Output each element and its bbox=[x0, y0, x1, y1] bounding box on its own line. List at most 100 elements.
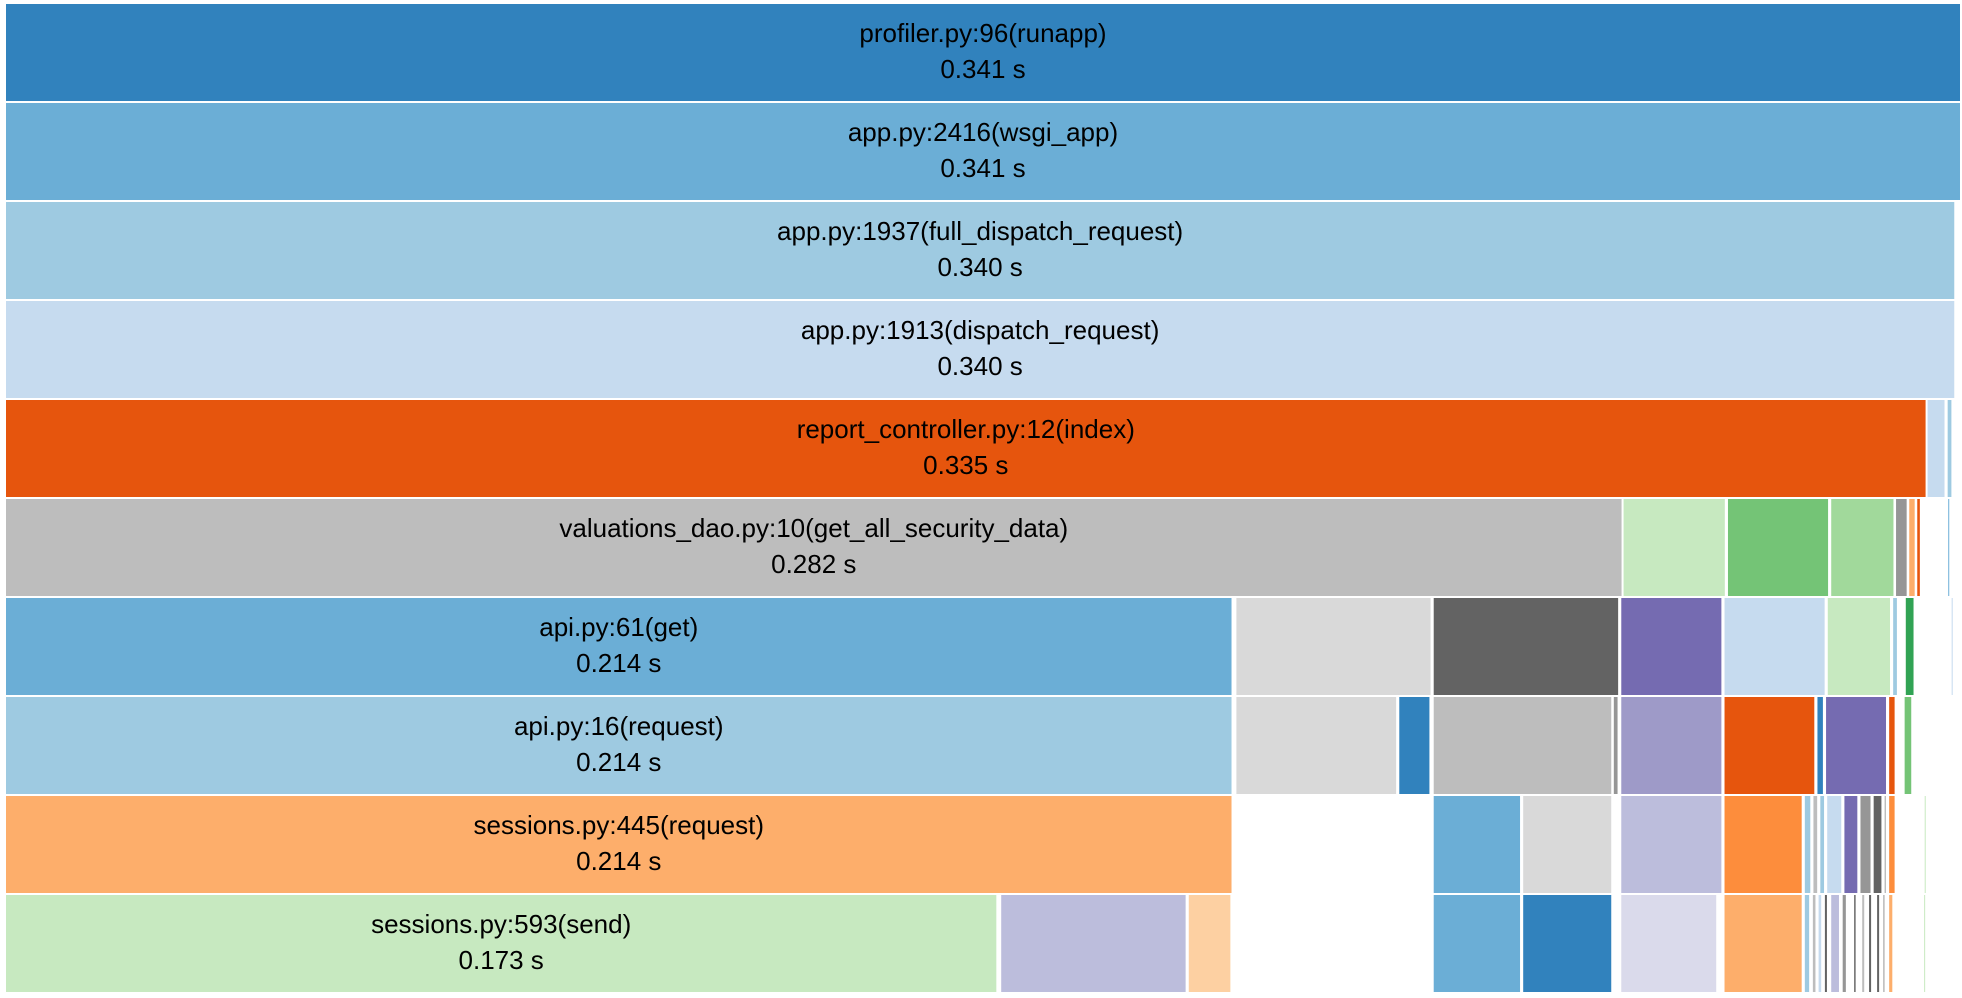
node-bar[interactable] bbox=[1188, 895, 1231, 992]
icicle-node-small[interactable] bbox=[1826, 697, 1887, 794]
node-bar[interactable] bbox=[1905, 598, 1914, 695]
node-bar[interactable] bbox=[1844, 796, 1858, 893]
icicle-node-small[interactable] bbox=[1724, 697, 1815, 794]
node-bar[interactable] bbox=[1613, 697, 1618, 794]
node-bar[interactable] bbox=[1948, 499, 1950, 596]
node-bar[interactable] bbox=[1523, 796, 1612, 893]
node-bar[interactable] bbox=[1621, 697, 1722, 794]
node-bar[interactable] bbox=[1883, 895, 1885, 992]
node-bar[interactable] bbox=[1724, 796, 1802, 893]
node-bar[interactable] bbox=[6, 4, 1960, 101]
node-bar[interactable] bbox=[6, 103, 1960, 200]
icicle-node-small[interactable] bbox=[1824, 895, 1827, 992]
node-bar[interactable] bbox=[6, 202, 1955, 299]
node-bar[interactable] bbox=[1917, 499, 1920, 596]
icicle-node-small[interactable] bbox=[1869, 895, 1872, 992]
node-bar[interactable] bbox=[1889, 895, 1893, 992]
node-bar[interactable] bbox=[1804, 796, 1811, 893]
icicle-node-small[interactable] bbox=[1001, 895, 1186, 992]
node-bar[interactable] bbox=[1924, 895, 1926, 992]
node-bar[interactable] bbox=[6, 598, 1232, 695]
icicle-node[interactable]: app.py:1937(full_dispatch_request) 0.340 … bbox=[6, 202, 1955, 299]
icicle-node-small[interactable] bbox=[1621, 598, 1722, 695]
icicle-node-small[interactable] bbox=[1889, 697, 1895, 794]
icicle-node[interactable]: sessions.py:593(send) 0.173 s bbox=[6, 895, 997, 992]
icicle-node-small[interactable] bbox=[1399, 697, 1430, 794]
icicle-node-small[interactable] bbox=[1813, 796, 1818, 893]
icicle-node[interactable]: app.py:2416(wsgi_app) 0.341 s bbox=[6, 103, 1960, 200]
node-bar[interactable] bbox=[6, 400, 1926, 497]
node-bar[interactable] bbox=[1804, 895, 1810, 992]
icicle-node-small[interactable] bbox=[1905, 598, 1914, 695]
node-bar[interactable] bbox=[1433, 895, 1521, 992]
node-bar[interactable] bbox=[1621, 796, 1722, 893]
node-bar[interactable] bbox=[1724, 895, 1802, 992]
node-bar[interactable] bbox=[6, 499, 1622, 596]
node-bar[interactable] bbox=[1621, 895, 1717, 992]
icicle-node[interactable]: api.py:16(request) 0.214 s bbox=[6, 697, 1232, 794]
icicle-node[interactable]: api.py:61(get) 0.214 s bbox=[6, 598, 1232, 695]
icicle-node-small[interactable] bbox=[1896, 499, 1907, 596]
icicle-node-small[interactable] bbox=[1909, 499, 1915, 596]
icicle-node-small[interactable] bbox=[1623, 499, 1725, 596]
icicle-node-small[interactable] bbox=[1818, 895, 1822, 992]
icicle-node-small[interactable] bbox=[1724, 796, 1802, 893]
icicle-node-small[interactable] bbox=[1188, 895, 1231, 992]
icicle-node-small[interactable] bbox=[1924, 895, 1926, 992]
node-bar[interactable] bbox=[1236, 697, 1397, 794]
icicle-node-small[interactable] bbox=[1827, 796, 1842, 893]
icicle-node-small[interactable] bbox=[1433, 895, 1521, 992]
icicle-node-small[interactable] bbox=[1927, 400, 1945, 497]
icicle-node-small[interactable] bbox=[1613, 697, 1618, 794]
node-bar[interactable] bbox=[1877, 895, 1880, 992]
icicle-node-small[interactable] bbox=[1804, 796, 1811, 893]
icicle-node-small[interactable] bbox=[1860, 796, 1871, 893]
icicle-node-small[interactable] bbox=[1862, 895, 1865, 992]
node-bar[interactable] bbox=[1724, 697, 1815, 794]
node-bar[interactable] bbox=[1947, 400, 1952, 497]
icicle-node-small[interactable] bbox=[1621, 895, 1717, 992]
icicle-node-small[interactable] bbox=[1883, 895, 1885, 992]
icicle-node[interactable]: profiler.py:96(runapp) 0.341 s bbox=[6, 4, 1960, 101]
node-bar[interactable] bbox=[1884, 796, 1887, 893]
node-bar[interactable] bbox=[1433, 598, 1619, 695]
node-bar[interactable] bbox=[1862, 895, 1865, 992]
icicle-node-small[interactable] bbox=[1724, 598, 1825, 695]
node-bar[interactable] bbox=[1854, 895, 1856, 992]
icicle-node[interactable]: valuations_dao.py:10(get_all_security_da… bbox=[6, 499, 1622, 596]
icicle-node-small[interactable] bbox=[1621, 697, 1722, 794]
node-bar[interactable] bbox=[1824, 895, 1827, 992]
node-bar[interactable] bbox=[1724, 598, 1825, 695]
node-bar[interactable] bbox=[1623, 499, 1725, 596]
node-bar[interactable] bbox=[1236, 598, 1431, 695]
icicle-node-small[interactable] bbox=[1621, 796, 1722, 893]
node-bar[interactable] bbox=[1817, 697, 1823, 794]
node-bar[interactable] bbox=[1896, 499, 1907, 596]
node-bar[interactable] bbox=[1909, 499, 1915, 596]
node-bar[interactable] bbox=[1860, 796, 1871, 893]
icicle-node-small[interactable] bbox=[1236, 598, 1431, 695]
node-bar[interactable] bbox=[1433, 697, 1612, 794]
node-bar[interactable] bbox=[1904, 697, 1912, 794]
node-bar[interactable] bbox=[1924, 796, 1926, 893]
icicle-node-small[interactable] bbox=[1523, 796, 1612, 893]
node-bar[interactable] bbox=[1812, 895, 1816, 992]
icicle-node-small[interactable] bbox=[1433, 796, 1521, 893]
icicle-node-small[interactable] bbox=[1236, 697, 1397, 794]
icicle-node-small[interactable] bbox=[1904, 697, 1912, 794]
icicle-node-small[interactable] bbox=[1889, 796, 1895, 893]
node-bar[interactable] bbox=[1818, 895, 1822, 992]
icicle-node-small[interactable] bbox=[1893, 598, 1897, 695]
icicle-node-small[interactable] bbox=[1827, 598, 1891, 695]
node-bar[interactable] bbox=[1523, 895, 1612, 992]
icicle-node-small[interactable] bbox=[1884, 796, 1887, 893]
node-bar[interactable] bbox=[1001, 895, 1186, 992]
icicle-node-small[interactable] bbox=[1831, 895, 1839, 992]
node-bar[interactable] bbox=[1927, 400, 1945, 497]
icicle-node-small[interactable] bbox=[1854, 895, 1856, 992]
node-bar[interactable] bbox=[6, 796, 1232, 893]
node-bar[interactable] bbox=[1831, 895, 1839, 992]
node-bar[interactable] bbox=[1813, 796, 1818, 893]
node-bar[interactable] bbox=[1826, 697, 1887, 794]
node-bar[interactable] bbox=[1893, 598, 1897, 695]
